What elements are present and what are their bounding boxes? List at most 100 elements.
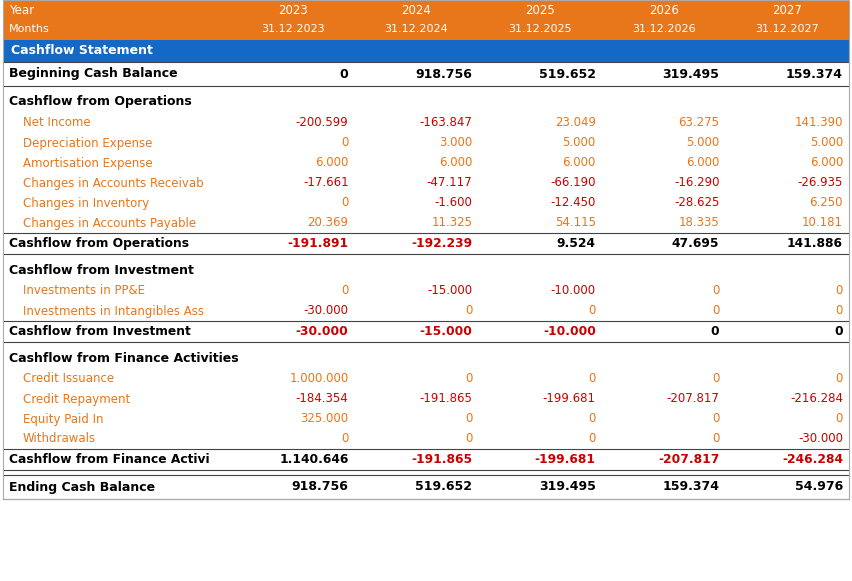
Text: -200.599: -200.599 — [296, 117, 348, 130]
Text: 0: 0 — [712, 413, 719, 425]
Text: 18.335: 18.335 — [679, 217, 719, 229]
Text: -12.450: -12.450 — [550, 196, 596, 210]
Bar — [3, 475, 849, 499]
Text: -216.284: -216.284 — [790, 393, 843, 406]
Text: 0: 0 — [836, 285, 843, 297]
Bar — [3, 213, 849, 233]
Text: Investments in Intangibles Ass: Investments in Intangibles Ass — [23, 304, 204, 317]
Text: 0: 0 — [589, 304, 596, 317]
Text: 54.115: 54.115 — [555, 217, 596, 229]
Bar — [3, 281, 849, 301]
Text: -199.681: -199.681 — [543, 393, 596, 406]
Bar — [3, 369, 849, 389]
Text: 325.000: 325.000 — [301, 413, 348, 425]
Text: 0: 0 — [589, 413, 596, 425]
Text: 6.250: 6.250 — [809, 196, 843, 210]
Text: -15.000: -15.000 — [427, 285, 472, 297]
Text: 10.181: 10.181 — [802, 217, 843, 229]
Text: -207.817: -207.817 — [658, 453, 719, 466]
Text: 0: 0 — [341, 285, 348, 297]
Text: Cashflow Statement: Cashflow Statement — [11, 45, 153, 58]
Text: 6.000: 6.000 — [315, 156, 348, 170]
Text: 47.695: 47.695 — [672, 237, 719, 250]
Text: 141.886: 141.886 — [787, 237, 843, 250]
Text: -246.284: -246.284 — [782, 453, 843, 466]
Text: -16.290: -16.290 — [674, 177, 719, 189]
Text: 0: 0 — [589, 372, 596, 386]
Text: Beginning Cash Balance: Beginning Cash Balance — [9, 67, 177, 81]
Text: -191.865: -191.865 — [419, 393, 472, 406]
Bar — [3, 0, 849, 499]
Bar — [3, 233, 849, 254]
Text: 0: 0 — [465, 413, 472, 425]
Text: 6.000: 6.000 — [562, 156, 596, 170]
Text: 31.12.2026: 31.12.2026 — [632, 24, 695, 34]
Text: 9.524: 9.524 — [557, 237, 596, 250]
Text: Credit Repayment: Credit Repayment — [23, 393, 130, 406]
Text: 31.12.2027: 31.12.2027 — [756, 24, 819, 34]
Text: 519.652: 519.652 — [538, 67, 596, 81]
Bar — [3, 301, 849, 321]
Text: 0: 0 — [834, 325, 843, 338]
Text: Changes in Accounts Receivab: Changes in Accounts Receivab — [23, 177, 204, 189]
Text: -17.661: -17.661 — [303, 177, 348, 189]
Text: -199.681: -199.681 — [535, 453, 596, 466]
Text: -1.600: -1.600 — [435, 196, 472, 210]
Text: 159.374: 159.374 — [786, 67, 843, 81]
Bar — [3, 40, 849, 62]
Text: 31.12.2023: 31.12.2023 — [261, 24, 325, 34]
Text: -192.239: -192.239 — [411, 237, 472, 250]
Bar — [3, 133, 849, 153]
Text: -207.817: -207.817 — [666, 393, 719, 406]
Text: 0: 0 — [589, 432, 596, 446]
Text: 0: 0 — [712, 372, 719, 386]
Text: Depreciation Expense: Depreciation Expense — [23, 137, 153, 149]
Text: 918.756: 918.756 — [415, 67, 472, 81]
Text: 141.390: 141.390 — [795, 117, 843, 130]
Text: -47.117: -47.117 — [427, 177, 472, 189]
Text: 3.000: 3.000 — [439, 137, 472, 149]
Text: Net Income: Net Income — [23, 117, 90, 130]
Text: 0: 0 — [712, 432, 719, 446]
Text: Withdrawals: Withdrawals — [23, 432, 96, 446]
Text: -15.000: -15.000 — [419, 325, 472, 338]
Text: -10.000: -10.000 — [550, 285, 596, 297]
Text: 0: 0 — [465, 432, 472, 446]
Text: 0: 0 — [836, 372, 843, 386]
Bar — [3, 193, 849, 213]
Text: 0: 0 — [711, 325, 719, 338]
Text: 0: 0 — [465, 304, 472, 317]
Text: -30.000: -30.000 — [296, 325, 348, 338]
Bar — [3, 259, 849, 281]
Text: Ending Cash Balance: Ending Cash Balance — [9, 480, 155, 493]
Text: -184.354: -184.354 — [296, 393, 348, 406]
Text: -66.190: -66.190 — [550, 177, 596, 189]
Text: 11.325: 11.325 — [431, 217, 472, 229]
Text: -28.625: -28.625 — [674, 196, 719, 210]
Text: 2023: 2023 — [278, 5, 308, 17]
Bar — [3, 113, 849, 133]
Text: Cashflow from Investment: Cashflow from Investment — [9, 264, 194, 277]
Text: Cashflow from Finance Activities: Cashflow from Finance Activities — [9, 352, 239, 364]
Text: Investments in PP&E: Investments in PP&E — [23, 285, 145, 297]
Bar — [3, 153, 849, 173]
Text: -26.935: -26.935 — [797, 177, 843, 189]
Bar — [3, 321, 849, 342]
Text: 0: 0 — [341, 432, 348, 446]
Text: 519.652: 519.652 — [415, 480, 472, 493]
Text: 5.000: 5.000 — [686, 137, 719, 149]
Text: 1.000.000: 1.000.000 — [290, 372, 348, 386]
Text: 319.495: 319.495 — [663, 67, 719, 81]
Text: 2024: 2024 — [401, 5, 431, 17]
Bar — [3, 389, 849, 409]
Text: 319.495: 319.495 — [539, 480, 596, 493]
Text: Credit Issuance: Credit Issuance — [23, 372, 114, 386]
Text: 31.12.2025: 31.12.2025 — [508, 24, 572, 34]
Text: 6.000: 6.000 — [439, 156, 472, 170]
Bar — [3, 347, 849, 369]
Bar — [3, 429, 849, 449]
Text: 20.369: 20.369 — [308, 217, 348, 229]
Text: Equity Paid In: Equity Paid In — [23, 413, 103, 425]
Text: -163.847: -163.847 — [419, 117, 472, 130]
Bar — [3, 173, 849, 193]
